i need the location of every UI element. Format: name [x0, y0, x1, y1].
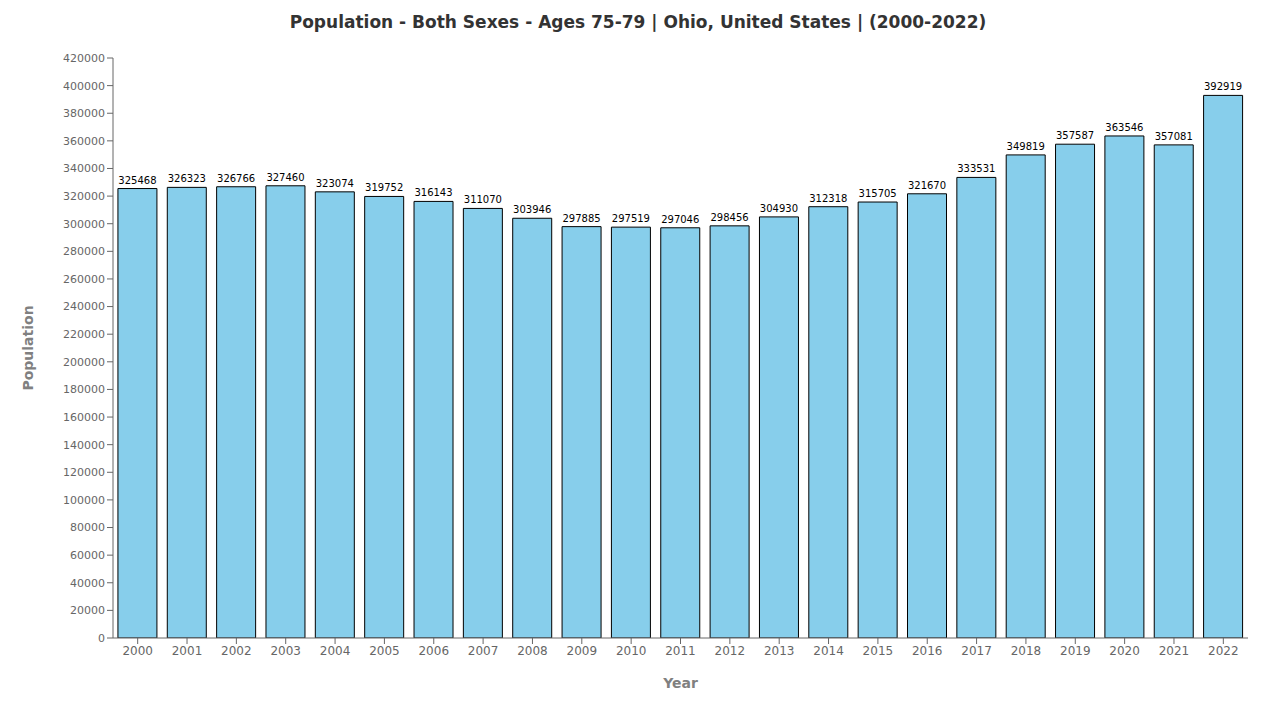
svg-text:363546: 363546: [1105, 122, 1143, 133]
svg-text:2002: 2002: [221, 644, 252, 658]
svg-text:60000: 60000: [70, 549, 105, 562]
svg-text:260000: 260000: [63, 273, 105, 286]
svg-text:220000: 220000: [63, 328, 105, 341]
svg-text:40000: 40000: [70, 577, 105, 590]
svg-text:327460: 327460: [266, 172, 304, 183]
svg-text:340000: 340000: [63, 162, 105, 175]
svg-text:297885: 297885: [562, 213, 600, 224]
svg-text:280000: 280000: [63, 245, 105, 258]
svg-text:312318: 312318: [809, 193, 847, 204]
svg-text:2008: 2008: [517, 644, 548, 658]
html-text:Population - Both Sexes - Ages: Population - Both Sexes - Ages 75-79 | O…: [289, 12, 987, 32]
svg-text:2000: 2000: [122, 644, 153, 658]
svg-text:2010: 2010: [616, 644, 647, 658]
svg-text:316143: 316143: [414, 187, 452, 198]
svg-text:303946: 303946: [513, 204, 551, 215]
svg-text:420000: 420000: [63, 52, 105, 65]
svg-text:321670: 321670: [908, 180, 946, 191]
svg-text:2014: 2014: [813, 644, 844, 658]
svg-text:300000: 300000: [63, 218, 105, 231]
svg-text:2015: 2015: [863, 644, 894, 658]
svg-text:2003: 2003: [270, 644, 301, 658]
svg-text:2012: 2012: [715, 644, 746, 658]
svg-text:297519: 297519: [612, 213, 650, 224]
svg-text:357587: 357587: [1056, 130, 1094, 141]
svg-text:297046: 297046: [661, 214, 699, 225]
svg-text:240000: 240000: [63, 300, 105, 313]
svg-text:319752: 319752: [365, 182, 403, 193]
svg-text:140000: 140000: [63, 439, 105, 452]
svg-text:100000: 100000: [63, 494, 105, 507]
svg-text:2016: 2016: [912, 644, 943, 658]
svg-text:2021: 2021: [1159, 644, 1190, 658]
svg-text:315705: 315705: [859, 188, 897, 199]
svg-text:311070: 311070: [464, 194, 502, 205]
svg-text:360000: 360000: [63, 135, 105, 148]
svg-text:357081: 357081: [1155, 131, 1193, 142]
svg-text:Year: Year: [662, 675, 698, 691]
svg-text:304930: 304930: [760, 203, 798, 214]
svg-text:2009: 2009: [567, 644, 598, 658]
svg-text:323074: 323074: [316, 178, 354, 189]
svg-text:2020: 2020: [1109, 644, 1140, 658]
svg-text:2005: 2005: [369, 644, 400, 658]
svg-text:326766: 326766: [217, 173, 255, 184]
svg-text:400000: 400000: [63, 80, 105, 93]
svg-text:333531: 333531: [957, 163, 995, 174]
svg-text:2004: 2004: [320, 644, 351, 658]
svg-text:2017: 2017: [961, 644, 992, 658]
svg-text:2018: 2018: [1011, 644, 1042, 658]
svg-text:200000: 200000: [63, 356, 105, 369]
svg-text:Population: Population: [20, 305, 36, 390]
svg-text:160000: 160000: [63, 411, 105, 424]
svg-text:180000: 180000: [63, 383, 105, 396]
svg-text:2006: 2006: [418, 644, 449, 658]
svg-text:349819: 349819: [1007, 141, 1045, 152]
svg-text:2007: 2007: [468, 644, 499, 658]
svg-text:2011: 2011: [665, 644, 696, 658]
svg-text:2001: 2001: [172, 644, 203, 658]
svg-text:380000: 380000: [63, 107, 105, 120]
svg-text:20000: 20000: [70, 604, 105, 617]
svg-text:298456: 298456: [711, 212, 749, 223]
svg-text:2019: 2019: [1060, 644, 1091, 658]
svg-text:392919: 392919: [1204, 81, 1242, 92]
svg-text:326323: 326323: [168, 173, 206, 184]
svg-text:120000: 120000: [63, 466, 105, 479]
svg-text:2013: 2013: [764, 644, 795, 658]
svg-text:80000: 80000: [70, 521, 105, 534]
svg-text:320000: 320000: [63, 190, 105, 203]
svg-text:0: 0: [98, 632, 105, 645]
svg-text:2022: 2022: [1208, 644, 1239, 658]
svg-text:325468: 325468: [118, 175, 156, 186]
